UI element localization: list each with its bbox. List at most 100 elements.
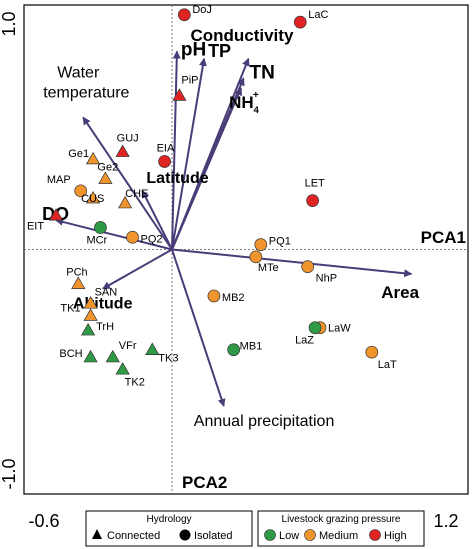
high-swatch-icon	[369, 529, 381, 541]
circle-marker-icon	[179, 529, 191, 541]
site-marker	[249, 250, 263, 264]
site-label: MB1	[240, 341, 263, 353]
site-marker	[308, 321, 322, 335]
site-marker	[71, 276, 86, 289]
legend-isolated-label: Isolated	[194, 530, 233, 542]
site-marker	[81, 322, 96, 336]
site-label: TK3	[158, 353, 178, 365]
legend-medium-label: Medium	[319, 530, 358, 542]
site-label: TK1	[60, 303, 80, 315]
vector-label: TP	[208, 41, 231, 61]
site-label: PQ1	[269, 236, 291, 248]
legend-high-label: High	[384, 530, 407, 542]
site-marker	[105, 349, 120, 363]
site-marker	[227, 343, 241, 357]
site-marker	[126, 230, 139, 244]
site-label: BCH	[59, 348, 82, 360]
site-label: PQ2	[141, 233, 163, 245]
legend-low-label: Low	[279, 530, 299, 542]
site-marker	[85, 190, 101, 204]
site-label: PiP	[181, 74, 198, 86]
vector-label: Latitude	[146, 170, 208, 187]
site-marker	[48, 208, 64, 221]
hydrology-legend: Hydrology Connected Isolated	[85, 510, 253, 547]
vector-arrow	[171, 57, 207, 250]
vector-label: Water temperature	[43, 64, 129, 101]
triangle-marker-icon	[92, 529, 102, 539]
y-axis-name: PCA2	[182, 473, 227, 492]
site-label: MCr	[86, 234, 107, 246]
site-label: Ge1	[68, 148, 89, 160]
site-label: EIA	[157, 142, 175, 154]
site-marker	[177, 8, 191, 22]
vector-arrow	[171, 87, 242, 250]
vector-label: Annual precipitation	[194, 413, 335, 430]
site-marker	[98, 171, 113, 184]
site-label: CHE	[125, 188, 148, 200]
x-tick-max: 1.2	[433, 511, 458, 531]
site-label: LaZ	[295, 335, 314, 347]
site-label: PCh	[66, 267, 87, 279]
site-label: TK2	[125, 376, 145, 388]
site-label: EIT	[27, 220, 44, 232]
site-marker	[74, 184, 88, 198]
vector-arrow	[82, 116, 173, 251]
site-marker	[115, 362, 130, 375]
vector-arrow	[171, 50, 181, 250]
x-axis-name: PCA1	[421, 228, 466, 247]
grazing-legend: Livestock grazing pressure Low Medium Hi…	[257, 510, 425, 547]
site-marker	[306, 194, 319, 207]
site-marker	[301, 260, 315, 273]
site-marker	[85, 151, 101, 165]
vector-arrow	[171, 249, 226, 407]
vector-arrow	[171, 248, 413, 278]
site-label: LaC	[308, 9, 328, 21]
hydrology-legend-title: Hydrology	[146, 514, 191, 525]
site-marker	[94, 221, 107, 234]
vector-label: NH4+	[229, 90, 260, 115]
site-label: GUJ	[117, 133, 139, 145]
site-label: Ge2	[97, 162, 118, 174]
vector-label: pH	[181, 39, 206, 60]
site-marker	[83, 296, 98, 309]
low-swatch-icon	[264, 529, 276, 541]
site-marker	[254, 238, 268, 251]
site-marker	[172, 88, 187, 101]
site-marker	[293, 15, 307, 29]
site-label: CUS	[81, 193, 104, 205]
site-label: MTe	[258, 262, 279, 274]
site-label: DoJ	[192, 4, 212, 16]
site-marker	[158, 155, 171, 168]
y-tick-max: 1.0	[0, 11, 19, 36]
site-label: LET	[305, 178, 325, 190]
site-marker	[118, 195, 133, 209]
site-label: SAN	[95, 286, 118, 298]
vector-arrow	[102, 248, 173, 290]
grazing-legend-title: Livestock grazing pressure	[282, 514, 401, 525]
vector-label: Area	[381, 283, 419, 302]
site-label: MAP	[47, 174, 71, 186]
site-marker	[145, 342, 160, 355]
site-marker	[83, 349, 98, 363]
site-label: LaT	[378, 359, 397, 371]
medium-swatch-icon	[304, 529, 316, 541]
site-label: NhP	[316, 273, 337, 285]
site-label: VFr	[119, 340, 137, 352]
vector-arrow	[55, 217, 173, 251]
site-marker	[115, 144, 130, 157]
x-tick-min: -0.6	[28, 511, 59, 531]
legend-connected-label: Connected	[107, 530, 160, 542]
y-tick-min: -1.0	[0, 458, 19, 489]
vector-label: Conductivity	[190, 26, 293, 45]
site-marker	[207, 289, 221, 303]
site-points: DoJ LaC PiP GUJ EIA LET EIT Ge1 Ge2 MAP CUS CHE MCr P…	[27, 4, 397, 389]
site-label: LaW	[328, 323, 351, 335]
vector-arrow	[141, 189, 173, 250]
site-label: MB2	[222, 292, 245, 304]
vector-label: TN	[250, 62, 275, 83]
site-label: TrH	[96, 321, 114, 333]
site-marker	[365, 345, 379, 359]
site-marker	[83, 308, 98, 321]
